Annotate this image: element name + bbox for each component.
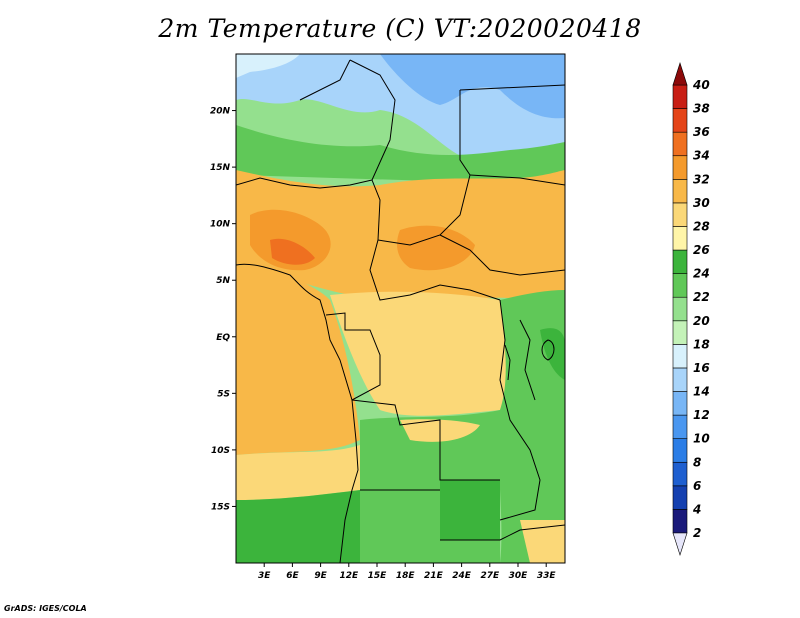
colorbar-swatch <box>672 461 688 487</box>
colorbar-swatch <box>672 273 688 298</box>
field-basin <box>330 291 514 416</box>
colorbar-swatch <box>672 438 688 463</box>
map-frame <box>235 53 566 564</box>
colorbar-label: 40 <box>692 78 710 92</box>
colorbar-over-arrow <box>672 62 688 86</box>
colorbar-swatch <box>672 249 688 274</box>
field-nw-cool <box>236 54 300 78</box>
colorbar-label: 20 <box>693 314 710 328</box>
colorbar-label: 12 <box>693 408 710 422</box>
field-hot-core-east <box>397 225 475 271</box>
longitude-axis: 3E 6E 9E 12E 15E 18E 21E 24E 27E 30E 33E <box>258 563 556 581</box>
colorbar-label: 18 <box>693 337 710 351</box>
colorbar-swatch <box>672 320 688 345</box>
lon-tick-label: 27E <box>480 571 500 581</box>
field-ocean-warm <box>236 265 360 455</box>
colorbar-swatch <box>672 131 688 157</box>
colorbar-label: 16 <box>693 361 710 375</box>
lon-tick-label: 15E <box>368 571 388 581</box>
colorbar-label: 2 <box>693 526 701 540</box>
colorbar-label: 14 <box>693 385 710 399</box>
colorbar-label: 34 <box>693 149 710 163</box>
colorbar-swatch <box>672 296 688 322</box>
colorbar-swatch <box>672 485 688 510</box>
colorbar-label: 22 <box>693 290 710 304</box>
colorbar-swatch <box>672 155 688 180</box>
colorbar-swatch <box>672 344 688 369</box>
colorbar-swatch <box>672 179 688 204</box>
colorbar-swatch <box>672 108 688 133</box>
colorbar-swatch <box>672 84 688 109</box>
colorbar-swatch <box>672 509 688 534</box>
field-north-cold <box>290 54 565 119</box>
lat-tick-label: 5N <box>216 276 230 286</box>
lon-tick-label: 24E <box>452 571 472 581</box>
lon-tick-label: 3E <box>258 571 271 581</box>
grads-credit: GrADS: IGES/COLA <box>4 604 87 613</box>
lon-tick-label: 21E <box>424 571 444 581</box>
colorbar-label: 24 <box>693 267 710 281</box>
colorbar-label: 30 <box>693 196 710 210</box>
lat-tick-label: 15S <box>211 502 230 512</box>
colorbar-swatch <box>672 414 688 439</box>
field-ocean-mild <box>236 445 360 500</box>
lat-tick-label: 10S <box>211 446 230 456</box>
lon-tick-label: 33E <box>537 571 557 581</box>
field-se-warm-patch <box>520 520 565 563</box>
country-borders <box>236 59 565 563</box>
lon-tick-label: 9E <box>314 571 327 581</box>
field-south-ocean-green <box>236 490 360 563</box>
lat-tick-label: EQ <box>216 333 230 343</box>
colorbar-under-arrow <box>672 532 688 556</box>
map-title: 2m Temperature (C) VT:2020020418 <box>158 14 642 43</box>
lon-tick-label: 12E <box>339 571 359 581</box>
colorbar-swatch <box>672 202 688 227</box>
field-sahel-green <box>236 125 565 185</box>
temperature-field <box>236 54 565 563</box>
colorbar-swatch <box>672 391 688 416</box>
colorbar-label: 38 <box>693 102 710 116</box>
lon-tick-label: 6E <box>286 571 299 581</box>
lon-tick-label: 30E <box>509 571 529 581</box>
colorbar-swatch <box>672 367 688 392</box>
colorbar-label: 36 <box>693 125 710 139</box>
colorbar-label: 4 <box>692 502 701 516</box>
lat-tick-label: 5S <box>217 389 230 399</box>
lon-tick-label: 18E <box>396 571 416 581</box>
colorbar-swatch <box>672 226 688 251</box>
lat-tick-label: 15N <box>210 163 231 173</box>
latitude-axis: 20N 15N 10N 5N EQ 5S 10S 15S <box>210 107 236 512</box>
colorbar-label: 28 <box>693 219 710 233</box>
lat-tick-label: 20N <box>210 107 231 117</box>
field-hottest-core <box>270 238 315 265</box>
colorbar-label: 8 <box>693 455 701 469</box>
colorbar-label: 6 <box>693 479 701 493</box>
colorbar-label: 26 <box>693 243 710 257</box>
colorbar-label: 32 <box>693 172 710 186</box>
field-southern-dark-green <box>440 480 500 540</box>
colorbar-label: 10 <box>693 432 710 446</box>
lat-tick-label: 10N <box>210 220 231 230</box>
